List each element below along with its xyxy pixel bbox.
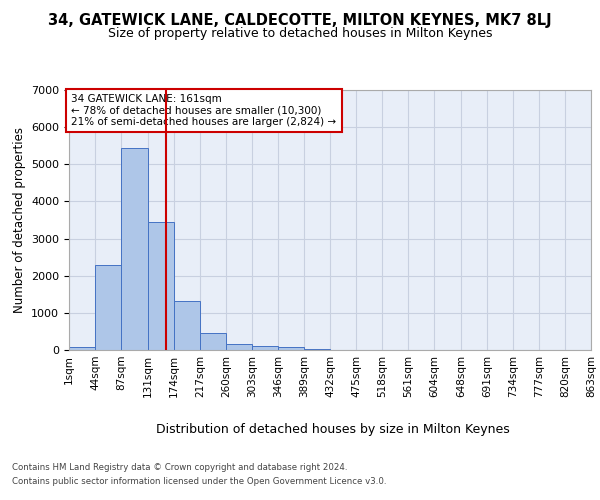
Text: Contains HM Land Registry data © Crown copyright and database right 2024.: Contains HM Land Registry data © Crown c…	[12, 464, 347, 472]
Text: Size of property relative to detached houses in Milton Keynes: Size of property relative to detached ho…	[108, 28, 492, 40]
Bar	[95, 264, 121, 350]
Text: 34 GATEWICK LANE: 161sqm
← 78% of detached houses are smaller (10,300)
21% of se: 34 GATEWICK LANE: 161sqm ← 78% of detach…	[71, 94, 337, 127]
Bar	[252, 346, 278, 350]
Bar	[121, 148, 148, 350]
Y-axis label: Number of detached properties: Number of detached properties	[13, 127, 26, 313]
Bar	[69, 347, 95, 350]
Text: Contains public sector information licensed under the Open Government Licence v3: Contains public sector information licen…	[12, 477, 386, 486]
Text: Distribution of detached houses by size in Milton Keynes: Distribution of detached houses by size …	[156, 422, 510, 436]
Bar	[226, 344, 252, 350]
Bar	[304, 348, 330, 350]
Bar	[148, 222, 174, 350]
Bar	[174, 302, 200, 350]
Text: 34, GATEWICK LANE, CALDECOTTE, MILTON KEYNES, MK7 8LJ: 34, GATEWICK LANE, CALDECOTTE, MILTON KE…	[48, 12, 552, 28]
Bar	[278, 347, 304, 350]
Bar	[200, 332, 226, 350]
